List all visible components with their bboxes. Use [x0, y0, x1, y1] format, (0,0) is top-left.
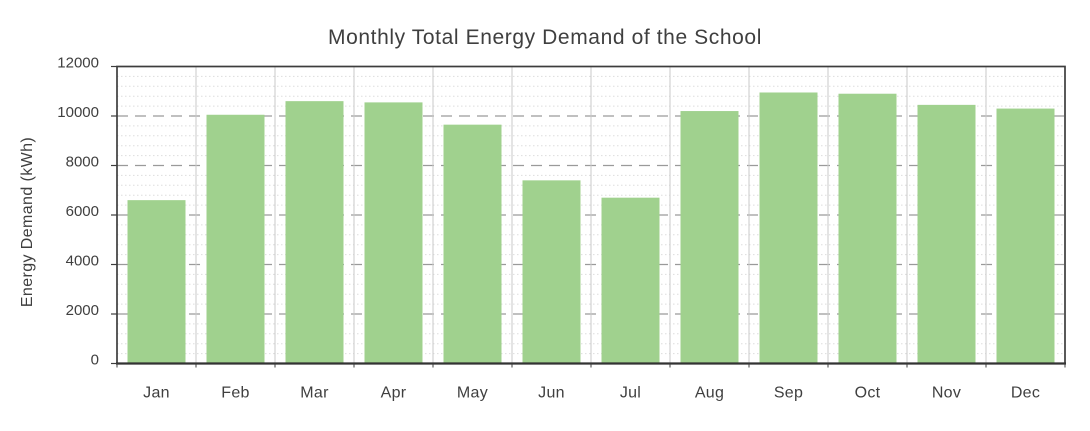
x-tick-label: Sep — [774, 385, 803, 402]
x-tick-label: Jun — [538, 385, 565, 402]
x-tick-label: Aug — [695, 385, 724, 402]
chart-title: Monthly Total Energy Demand of the Schoo… — [328, 26, 762, 49]
bar-dec — [996, 108, 1055, 364]
y-tick-label: 8000 — [66, 154, 99, 171]
bar-jun — [522, 180, 581, 364]
bar-sep — [759, 92, 818, 364]
bar-nov — [917, 104, 976, 364]
x-tick-label: May — [457, 385, 488, 402]
bar-jan — [127, 200, 186, 364]
bar-aug — [680, 111, 739, 364]
x-tick-label: Mar — [300, 385, 329, 402]
y-tick-label: 10000 — [57, 104, 99, 121]
bar-feb — [206, 114, 265, 364]
x-tick-label: Nov — [932, 385, 961, 402]
y-tick-label: 2000 — [66, 302, 99, 319]
y-tick-label: 4000 — [66, 253, 99, 270]
y-tick-label: 12000 — [57, 55, 99, 72]
bar-mar — [285, 101, 344, 364]
x-tick-label: Dec — [1011, 385, 1040, 402]
bar-jul — [601, 197, 660, 364]
y-tick-label: 0 — [91, 352, 99, 369]
x-tick-label: Feb — [221, 385, 249, 402]
bar-oct — [838, 93, 897, 364]
x-tick-label: Jul — [620, 385, 641, 402]
y-tick-label: 6000 — [66, 203, 99, 220]
x-tick-label: Apr — [381, 385, 407, 402]
bar-apr — [364, 102, 423, 364]
bar-may — [443, 124, 502, 364]
x-tick-label: Oct — [855, 385, 881, 402]
x-tick-label: Jan — [143, 385, 170, 402]
